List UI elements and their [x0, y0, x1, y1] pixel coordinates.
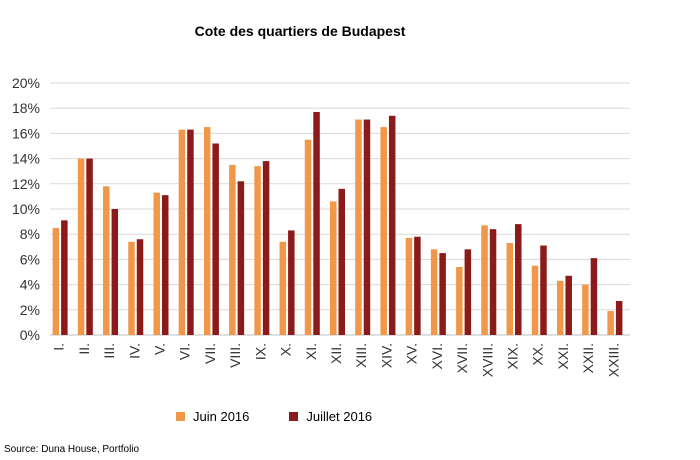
bar-juin	[456, 266, 463, 335]
x-tick-label: XII.	[328, 343, 344, 364]
bar-juillet	[237, 181, 245, 335]
bar-juillet	[161, 195, 169, 335]
bar-juillet	[338, 188, 345, 335]
x-tick-label: XVIII.	[479, 343, 495, 377]
bar-juin	[531, 265, 539, 335]
legend: Juin 2016 Juillet 2016	[176, 409, 372, 424]
bar-juin	[229, 164, 236, 335]
bar-juin	[405, 237, 413, 335]
x-tick-label: XX.	[530, 343, 546, 366]
bar-juin	[506, 243, 514, 335]
x-tick-label: VIII.	[227, 343, 243, 368]
x-tick-label: VI.	[177, 343, 193, 360]
bar-juin	[607, 311, 614, 335]
bar-juin	[430, 249, 438, 335]
bar-juillet	[212, 143, 219, 335]
bar-juillet	[111, 209, 119, 335]
bar-juin	[355, 119, 362, 335]
bar-juillet	[489, 229, 497, 335]
x-tick-label: XXII.	[580, 343, 596, 373]
x-tick-label: XVI.	[429, 343, 445, 369]
bar-juin	[77, 158, 85, 335]
y-tick-label: 14%	[12, 151, 40, 167]
bar-juillet	[388, 115, 396, 335]
y-axis-ticks: 0% 2% 4% 6% 8% 10% 12% 14% 16% 18% 20%	[12, 75, 40, 343]
bar-juillet	[590, 258, 598, 335]
x-tick-label: XV.	[404, 343, 420, 364]
legend-label-juin: Juin 2016	[193, 409, 250, 424]
bar-juin	[254, 166, 261, 335]
bar-juin	[582, 284, 589, 335]
y-tick-label: 4%	[20, 277, 40, 293]
x-tick-label: XXIII.	[605, 343, 621, 377]
x-tick-label: XI.	[303, 343, 319, 360]
x-tick-label: V.	[151, 343, 167, 355]
bar-juin	[128, 241, 135, 335]
source-note: Source: Duna House, Portfolio	[4, 444, 140, 455]
x-tick-label: II.	[76, 343, 92, 355]
x-tick-label: X.	[278, 343, 294, 356]
x-tick-label: XVII.	[454, 343, 470, 373]
legend-swatch-juillet	[289, 412, 299, 421]
x-tick-label: III.	[101, 343, 117, 359]
bar-juillet	[313, 111, 320, 335]
bars	[52, 111, 623, 335]
bar-juin	[380, 127, 387, 335]
y-tick-label: 18%	[12, 100, 40, 116]
bar-juillet	[515, 224, 522, 335]
legend-swatch-juin	[176, 412, 185, 421]
bar-juillet	[86, 158, 93, 335]
x-axis-ticks: I. II. III. IV. V. VI. VII. VIII. IX. X. XI. XII. XI…	[51, 343, 622, 377]
legend-item-juillet: Juillet 2016	[289, 409, 372, 424]
bar-juillet	[540, 245, 547, 335]
bar-juillet	[565, 275, 572, 335]
bar-juin	[103, 186, 110, 335]
bar-juin	[203, 127, 211, 335]
bar-juillet	[136, 239, 144, 335]
x-tick-label: XIV.	[378, 343, 394, 368]
bar-juillet	[414, 236, 421, 335]
y-tick-label: 2%	[20, 302, 40, 318]
y-tick-label: 10%	[12, 201, 40, 217]
bar-juillet	[262, 161, 270, 335]
chart-title: Cote des quartiers de Budapest	[194, 23, 406, 39]
x-tick-label: I.	[51, 343, 67, 351]
bar-juillet	[464, 249, 472, 335]
bar-juin	[178, 129, 186, 335]
bar-juillet	[615, 300, 623, 335]
y-tick-label: 16%	[12, 125, 40, 141]
x-tick-label: IV.	[126, 343, 142, 359]
bar-juin	[481, 225, 488, 335]
x-tick-label: XIX.	[505, 343, 521, 369]
x-tick-label: XIII.	[353, 343, 369, 368]
y-tick-label: 6%	[20, 251, 40, 267]
y-tick-label: 12%	[12, 176, 40, 192]
y-tick-label: 20%	[12, 75, 40, 91]
legend-label-juillet: Juillet 2016	[306, 409, 373, 424]
x-tick-label: XXI.	[555, 343, 571, 369]
bar-juillet	[439, 253, 446, 335]
y-tick-label: 0%	[20, 327, 40, 343]
bar-juin	[304, 139, 312, 335]
bar-juillet	[363, 119, 371, 335]
bar-juillet	[288, 230, 295, 335]
bar-juin	[556, 280, 564, 335]
bar-juin	[330, 201, 337, 335]
bar-juin	[153, 192, 160, 335]
x-tick-label: VII.	[202, 343, 218, 364]
bar-juillet	[61, 220, 68, 335]
legend-item-juin: Juin 2016	[176, 409, 249, 424]
bar-juillet	[187, 129, 194, 335]
y-tick-label: 8%	[20, 226, 40, 242]
x-tick-label: IX.	[252, 343, 268, 360]
bar-juin	[52, 227, 60, 335]
bar-juin	[279, 241, 287, 335]
